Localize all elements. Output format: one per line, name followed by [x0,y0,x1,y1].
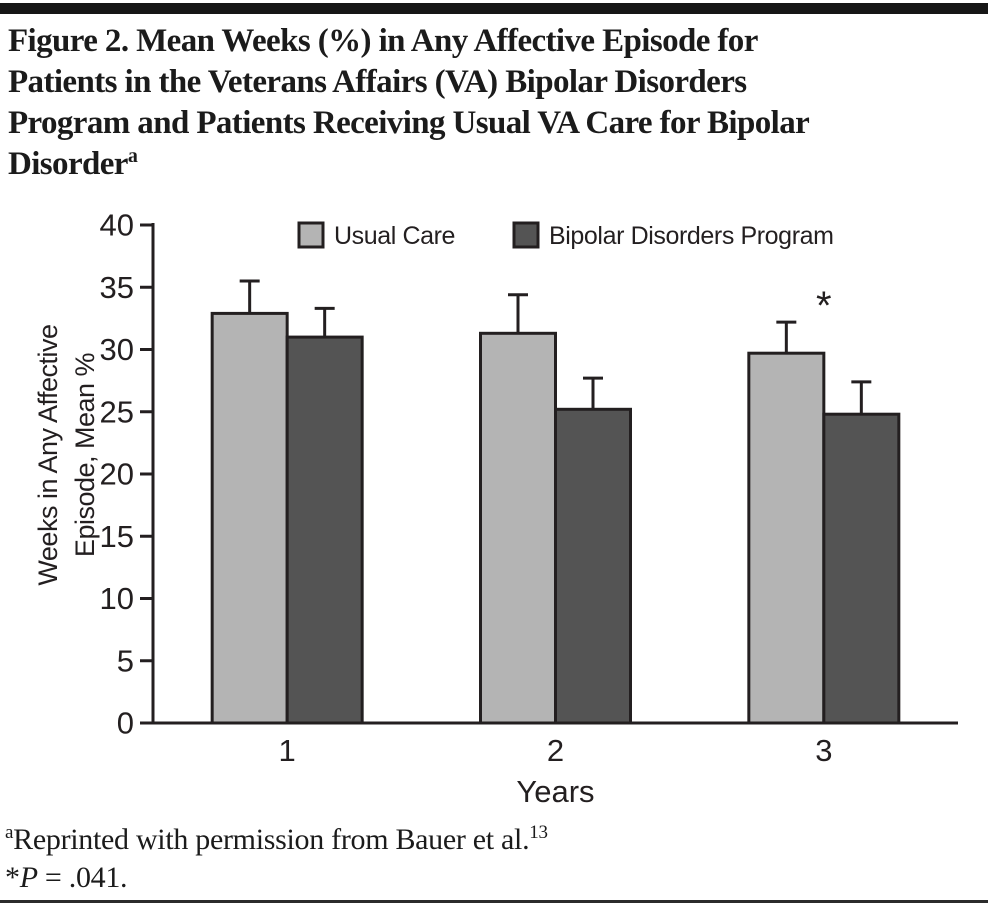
figure-title-line: Disordera [8,144,983,185]
legend-label-usual-care: Usual Care [334,222,455,250]
footnote-reprint: aReprinted with permission from Bauer et… [5,821,548,859]
figure-title-line: Patients in the Veterans Affairs (VA) Bi… [8,64,747,100]
y-tick-label: 0 [117,706,134,741]
bar-usual-care-year-2 [479,331,557,725]
footnote-p-star: * [5,861,20,894]
bar-bipolar-disorders-program-year-3 [822,412,901,725]
footnotes: aReprinted with permission from Bauer et… [5,821,548,897]
x-axis-title: Years [516,774,594,809]
y-tick-label: 10 [100,581,134,616]
x-category-label-3: 3 [815,733,832,768]
y-axis-title-line: Episode, Mean % [70,352,100,557]
y-tick-label: 15 [100,519,134,554]
bar-bipolar-disorders-program-year-1 [285,335,364,725]
bar-usual-care-year-1 [210,311,289,725]
footnote-a-marker: a [5,822,14,843]
legend-swatch-bipolar-disorders-program [512,221,540,249]
bar-chart: 0 5 10 15 20 25 30 35 40 1 2 3 Years Weeks in Any Aff… [33,208,958,809]
figure-title-line: Figure 2. Mean Weeks (%) in Any Affectiv… [8,23,758,59]
footnote-a-reference: 13 [529,822,548,843]
footnote-a-text: Reprinted with permission from Bauer et … [13,823,530,856]
significance-asterisk: * [816,284,832,328]
title-footnote-marker: a [127,145,138,167]
x-category-label-2: 2 [547,733,564,768]
legend-swatch-usual-care [297,221,325,249]
bar-usual-care-year-3 [747,351,826,725]
figure-title: Figure 2. Mean Weeks (%) in Any Affectiv… [8,21,983,185]
bottom-rule [0,900,988,903]
y-tick-label: 35 [100,270,134,305]
y-tick-label: 20 [100,457,134,492]
bar-bipolar-disorders-program-year-2 [554,407,632,725]
footnote-p-label: P [19,861,38,894]
legend-label-bipolar-disorders-program: Bipolar Disorders Program [549,222,834,250]
footnote-p-rest: = .041. [37,861,128,894]
footnote-pvalue: *P = .041. [5,859,548,897]
y-tick-label: 30 [100,332,134,367]
y-axis-title-line: Weeks in Any Affective [33,324,63,585]
top-rule [0,3,988,14]
figure-title-line-text: Disorder [8,146,128,182]
figure-title-line: Program and Patients Receiving Usual VA … [8,105,810,141]
x-category-label-1: 1 [279,733,296,768]
y-tick-label: 5 [117,643,134,678]
y-tick-label: 25 [100,394,134,429]
y-tick-label: 40 [100,208,134,243]
